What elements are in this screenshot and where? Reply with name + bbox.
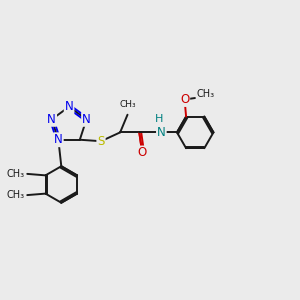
Text: O: O xyxy=(138,146,147,160)
Text: N: N xyxy=(47,113,56,126)
Text: CH₃: CH₃ xyxy=(7,169,25,179)
Text: CH₃: CH₃ xyxy=(119,100,136,109)
Text: O: O xyxy=(180,93,189,106)
Text: H: H xyxy=(155,114,163,124)
Text: N: N xyxy=(82,113,91,126)
Text: S: S xyxy=(97,135,105,148)
Text: N: N xyxy=(157,126,166,139)
Text: CH₃: CH₃ xyxy=(197,89,215,99)
Text: N: N xyxy=(54,133,63,146)
Text: N: N xyxy=(65,100,74,113)
Text: CH₃: CH₃ xyxy=(7,190,25,200)
